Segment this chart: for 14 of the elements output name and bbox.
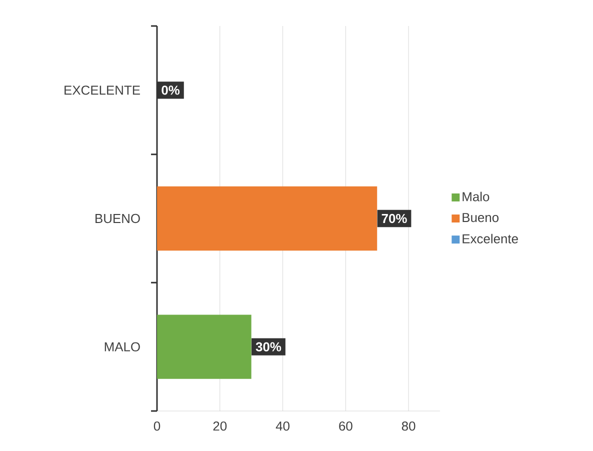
data-label: 70% (382, 214, 407, 224)
y-tick-label: EXCELENTE (64, 86, 140, 95)
data-label: 30% (256, 342, 282, 352)
x-tick-label: 80 (402, 421, 416, 431)
y-tick-label: BUENO (96, 214, 140, 224)
x-tick-label: 60 (339, 421, 352, 431)
data-label: 0% (162, 86, 180, 95)
x-tick-label: 0 (154, 421, 160, 431)
y-tick-label: MALO (104, 342, 140, 352)
legend-label: Excelente (462, 234, 518, 244)
x-tick-label: 20 (213, 421, 227, 431)
legend-label: Malo (462, 192, 490, 202)
legend-label: Bueno (462, 213, 499, 222)
x-tick-label: 40 (276, 421, 290, 431)
